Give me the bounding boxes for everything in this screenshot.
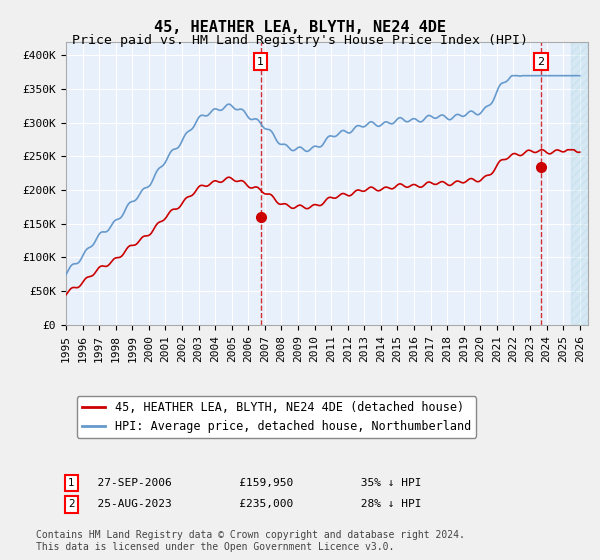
Text: 1: 1 [68,478,74,488]
Text: 27-SEP-2006          £159,950          35% ↓ HPI: 27-SEP-2006 £159,950 35% ↓ HPI [84,478,422,488]
Text: 45, HEATHER LEA, BLYTH, NE24 4DE: 45, HEATHER LEA, BLYTH, NE24 4DE [154,20,446,35]
Legend: 45, HEATHER LEA, BLYTH, NE24 4DE (detached house), HPI: Average price, detached : 45, HEATHER LEA, BLYTH, NE24 4DE (detach… [77,396,476,438]
Text: Price paid vs. HM Land Registry's House Price Index (HPI): Price paid vs. HM Land Registry's House … [72,34,528,46]
Text: 25-AUG-2023          £235,000          28% ↓ HPI: 25-AUG-2023 £235,000 28% ↓ HPI [84,500,422,510]
Text: 1: 1 [257,57,264,67]
Text: 2: 2 [68,500,74,510]
Text: 2: 2 [537,57,544,67]
Text: Contains HM Land Registry data © Crown copyright and database right 2024.
This d: Contains HM Land Registry data © Crown c… [36,530,465,552]
